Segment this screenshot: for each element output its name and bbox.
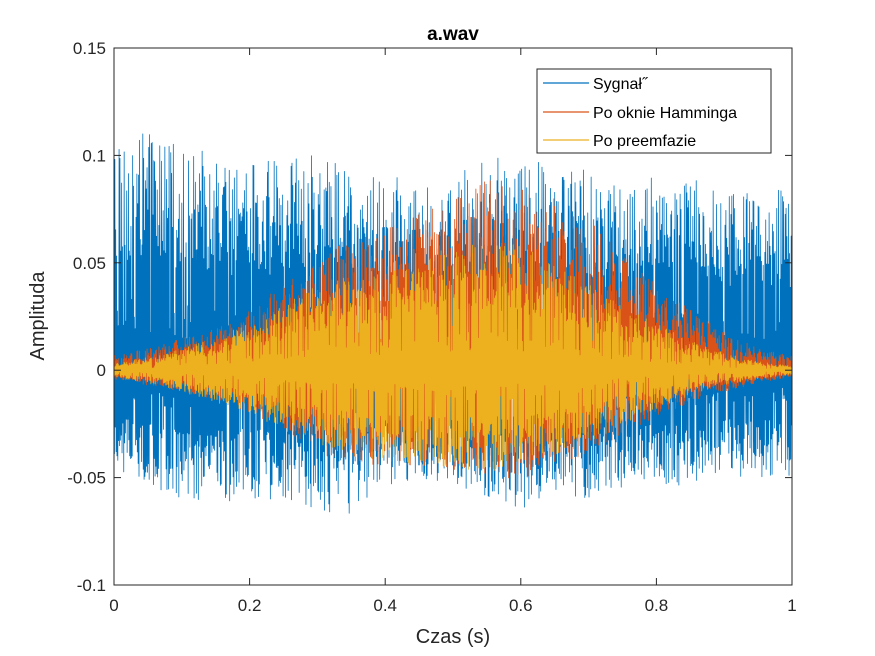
y-tick-label: -0.1 — [77, 576, 106, 595]
x-tick-label: 1 — [787, 596, 796, 615]
axes-box — [113, 47, 793, 586]
y-tick-label: 0 — [97, 361, 106, 380]
legend: Sygnał˝ Po oknie Hamminga Po preemfazie — [536, 68, 772, 154]
y-tick-label: 0.1 — [82, 146, 106, 165]
ticks-layer: 0 0.2 0.4 0.6 0.8 1 -0.1 -0.05 0 0.05 0.1 0.15 — [67, 39, 796, 615]
legend-label-sygnal: Sygnał˝ — [593, 76, 649, 93]
x-tick-label: 0.4 — [373, 596, 397, 615]
legend-label-hamming: Po oknie Hamminga — [593, 105, 737, 122]
x-tick-label: 0.6 — [509, 596, 533, 615]
x-tick-label: 0 — [109, 596, 118, 615]
y-tick-label: 0.05 — [73, 254, 106, 273]
y-tick-label: -0.05 — [67, 469, 106, 488]
chart-title: a.wav — [427, 24, 479, 45]
y-tick-label: 0.15 — [73, 39, 106, 58]
x-tick-label: 0.8 — [645, 596, 669, 615]
y-axis-label: Amplituda — [27, 271, 49, 361]
legend-label-preemfaza: Po preemfazie — [593, 133, 696, 150]
x-axis-label: Czas (s) — [416, 626, 490, 648]
series-line-preemfaza — [114, 244, 792, 471]
series-layer — [114, 133, 792, 514]
x-tick-label: 0.2 — [238, 596, 262, 615]
